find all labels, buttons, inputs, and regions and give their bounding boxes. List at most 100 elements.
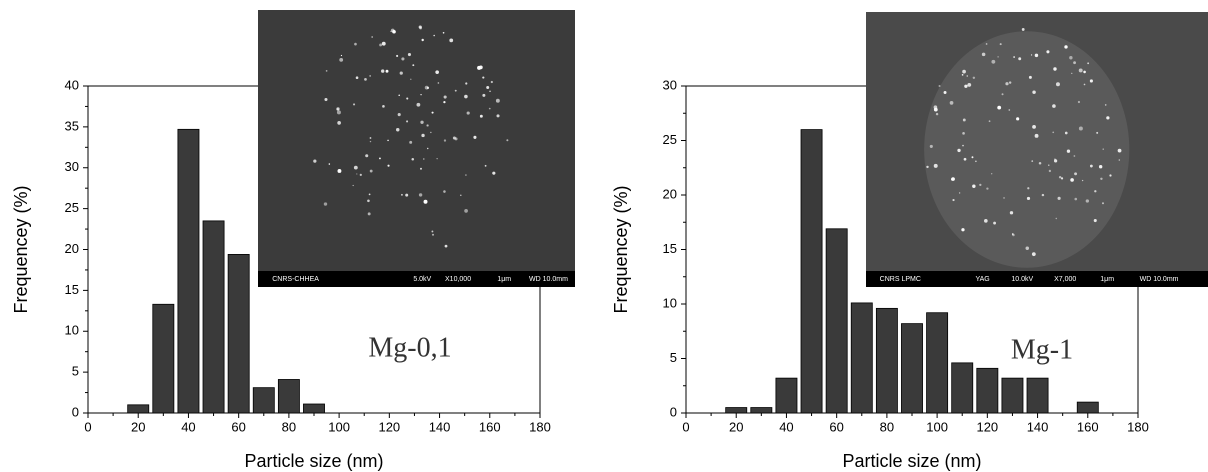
x-tick-label: 120	[378, 419, 400, 434]
x-tick-label: 40	[181, 419, 195, 434]
sem-caption-text: X10,000	[445, 276, 471, 283]
sem-caption-text: YAG	[975, 276, 989, 283]
y-tick-label: 30	[663, 77, 677, 92]
particle-dot	[433, 34, 435, 37]
particle-dot	[325, 69, 328, 72]
y-tick-label: 40	[65, 77, 79, 92]
particle-dot	[1060, 177, 1064, 180]
particle-dot	[1053, 159, 1058, 163]
particle-dot	[984, 219, 988, 223]
y-axis-title: Frequencey (%)	[11, 185, 31, 313]
particle-dot	[442, 31, 445, 34]
particle-dot	[369, 137, 372, 139]
particle-dot	[398, 94, 400, 97]
particle-dot	[1032, 125, 1036, 129]
particle-dot	[1081, 179, 1084, 182]
y-tick-label: 20	[65, 241, 79, 256]
particle-dot	[369, 75, 371, 77]
particle-dot	[353, 165, 358, 170]
particle-dot	[486, 86, 490, 90]
y-tick-label: 15	[663, 241, 677, 256]
particle-dot	[985, 43, 988, 45]
x-axis-title: Particle size (nm)	[244, 451, 383, 471]
y-tick-label: 0	[670, 404, 677, 419]
particle-dot	[962, 132, 965, 135]
x-tick-label: 80	[880, 419, 894, 434]
particle-dot	[1106, 116, 1110, 120]
particle-dot	[971, 156, 974, 159]
particle-dot	[437, 82, 440, 84]
bar	[127, 404, 150, 414]
particle-dot	[1031, 252, 1036, 257]
particle-dot	[426, 147, 429, 150]
particle-dot	[412, 64, 415, 67]
particle-dot	[354, 42, 357, 46]
bar	[303, 403, 325, 414]
bar	[750, 407, 773, 414]
particle-dot	[1083, 70, 1086, 74]
particle-dot	[1094, 190, 1097, 193]
particle-dot	[410, 78, 412, 80]
x-tick-label: 140	[429, 419, 451, 434]
particle-dot	[1117, 148, 1122, 153]
annotation: Mg-1	[1011, 334, 1073, 365]
sem-caption-text: CNRS-CHHEA	[272, 276, 319, 283]
particle-dot	[444, 244, 448, 248]
particle-dot	[323, 202, 328, 206]
particle-dot	[1048, 169, 1052, 173]
bar	[1026, 377, 1049, 414]
x-tick-label: 100	[926, 419, 948, 434]
y-tick-label: 35	[65, 118, 79, 133]
particle-dot	[324, 98, 328, 102]
particle-dot	[482, 76, 485, 79]
particle-dot	[1028, 75, 1032, 79]
y-tick-label: 30	[65, 159, 79, 174]
particle-dot	[420, 167, 422, 170]
particle-dot	[1018, 57, 1022, 61]
particle-dot	[390, 28, 395, 33]
x-tick-label: 60	[231, 419, 245, 434]
particle-dot	[411, 157, 415, 161]
particle-dot	[1118, 159, 1121, 161]
particle-dot	[1054, 158, 1056, 160]
particle-dot	[1100, 177, 1103, 181]
bar	[177, 128, 200, 414]
particle-dot	[1013, 56, 1016, 58]
particle-dot	[436, 157, 438, 160]
particle-dot	[1087, 62, 1090, 65]
x-tick-label: 160	[479, 419, 501, 434]
particle-dot	[368, 193, 371, 196]
particle-dot	[1052, 104, 1056, 108]
particle-dot	[1064, 131, 1068, 135]
y-axis-title: Frequencey (%)	[611, 185, 631, 313]
particle-dot	[1046, 50, 1050, 54]
particle-dot	[406, 120, 409, 123]
particle-dot	[1032, 90, 1036, 94]
x-tick-label: 40	[779, 419, 793, 434]
y-tick-label: 25	[663, 132, 677, 147]
particle-dot	[1066, 149, 1071, 153]
particle-dot	[443, 190, 446, 193]
particle-dot	[482, 93, 486, 97]
particle-dot	[387, 164, 390, 167]
particle-dot	[418, 193, 423, 197]
particle-dot	[407, 52, 412, 57]
particle-dot	[488, 107, 491, 110]
particle-dot	[1074, 197, 1078, 201]
chart-panel: 0 5 10 15 20 25 30 0 20 40 60 80 100 120 140 160 180 Part…	[611, 12, 1208, 471]
particle-dot	[420, 120, 424, 124]
particle-dot	[396, 54, 399, 58]
particle-dot	[443, 100, 446, 104]
particle-dot	[380, 69, 385, 73]
sem-caption-bar	[258, 271, 575, 287]
particle-dot	[352, 103, 356, 106]
particle-dot	[957, 148, 961, 153]
particle-dot	[418, 25, 422, 29]
particle-dot	[1109, 174, 1112, 177]
bar	[775, 377, 798, 414]
bar	[850, 302, 873, 414]
sem-caption-text: 10.0kV	[1011, 276, 1033, 283]
particle-dot	[1034, 133, 1039, 138]
particle-dot	[401, 57, 405, 61]
particle-dot	[464, 208, 468, 213]
